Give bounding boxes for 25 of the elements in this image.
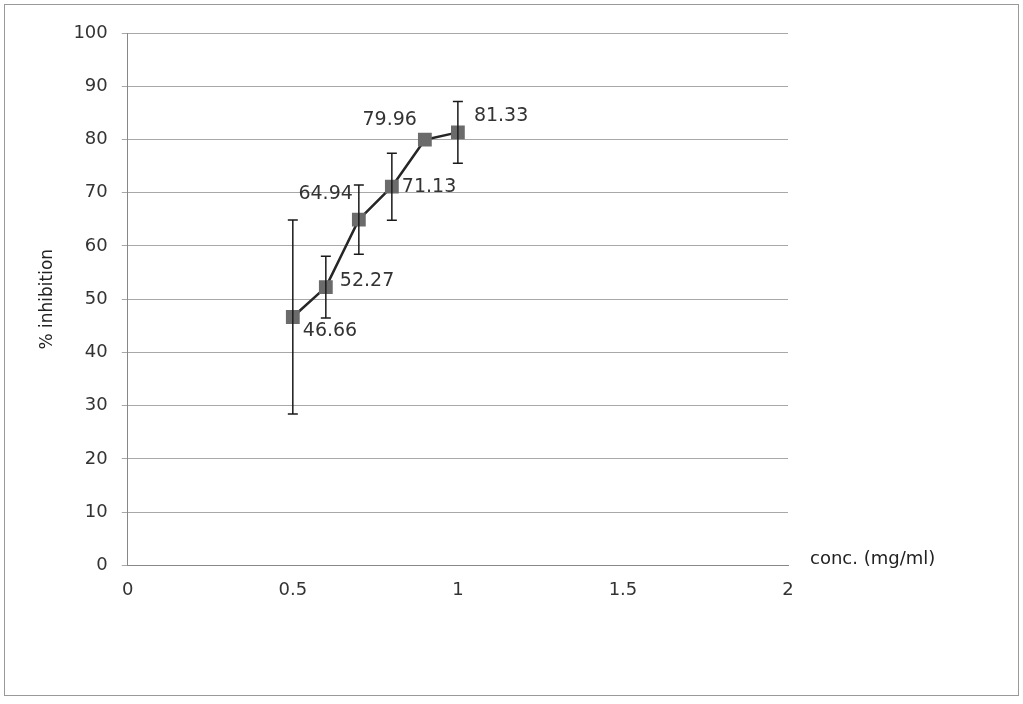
y-tick-label: 50 xyxy=(84,286,108,308)
y-tick-label: 80 xyxy=(84,127,108,149)
y-tick-label: 70 xyxy=(84,180,108,202)
y-tick-label: 60 xyxy=(84,233,108,255)
data-label: 64.94 xyxy=(298,180,353,203)
x-tick-label: 2 xyxy=(782,577,794,599)
y-tick-label: 90 xyxy=(84,73,108,95)
x-tick-label: 0.5 xyxy=(278,577,308,599)
y-tick-label: 100 xyxy=(73,20,108,42)
y-tick-label: 10 xyxy=(84,499,108,521)
data-label: 81.33 xyxy=(473,103,529,126)
y-tick-label: 40 xyxy=(84,340,108,362)
data-label: 52.27 xyxy=(339,268,395,291)
point xyxy=(417,132,432,147)
data-label: 79.96 xyxy=(362,106,417,129)
data-label: 46.66 xyxy=(302,317,358,340)
y-tick-label: 20 xyxy=(84,446,108,468)
y-tick-label: 0 xyxy=(96,553,108,575)
x-tick-label: 1 xyxy=(452,577,464,599)
data-label: 71.13 xyxy=(401,173,457,196)
x-tick-label: 1.5 xyxy=(608,577,638,599)
x-axis-title: conc. (mg/ml) xyxy=(810,547,936,569)
x-tick-label: 0 xyxy=(122,577,134,599)
y-tick-label: 30 xyxy=(84,393,108,415)
y-axis-title: % inhibition xyxy=(35,248,56,350)
